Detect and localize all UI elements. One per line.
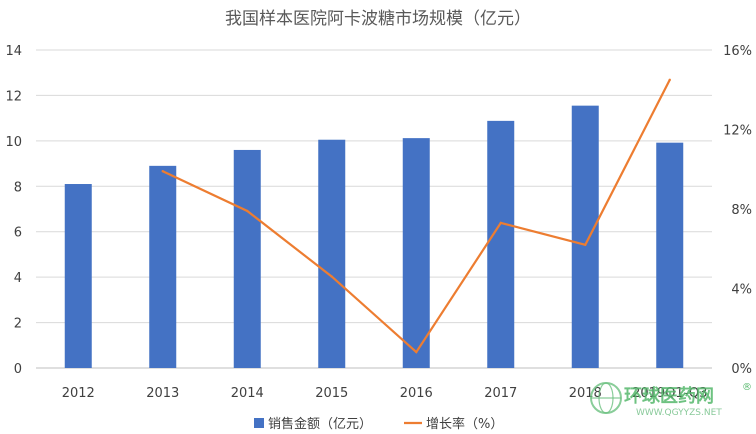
bar-2014 bbox=[233, 149, 261, 368]
legend: 销售金额（亿元） 增长率（%） bbox=[254, 416, 503, 432]
left-tick-label: 12 bbox=[5, 89, 22, 104]
watermark: 环球医药网 WWW.QGYYZS.NET ® bbox=[590, 382, 752, 418]
growth-point-2015 bbox=[330, 275, 333, 278]
x-tick-label: 2015 bbox=[315, 386, 348, 401]
right-axis-ticks: 0% 4% 8% 12% 16% bbox=[723, 44, 752, 377]
watermark-registered-mark: ® bbox=[742, 382, 752, 393]
x-tick-label: 2017 bbox=[484, 386, 517, 401]
grid bbox=[36, 49, 712, 369]
growth-point-2019Q1-Q3 bbox=[668, 78, 671, 82]
left-axis-ticks: 0 2 4 6 8 10 12 14 bbox=[5, 44, 22, 377]
growth-point-2017 bbox=[499, 221, 502, 225]
right-tick-label: 8% bbox=[731, 203, 752, 218]
watermark-url: WWW.QGYYZS.NET bbox=[636, 408, 722, 418]
x-tick-label: 2014 bbox=[231, 386, 264, 401]
line-series bbox=[161, 78, 671, 354]
legend-label-growth: 增长率（%） bbox=[426, 416, 503, 432]
x-tick-label: 2018 bbox=[569, 386, 602, 401]
x-tick-label: 2012 bbox=[62, 386, 95, 401]
chart-title: 我国样本医院阿卡波糖市场规模（亿元） bbox=[225, 9, 531, 29]
x-tick-label: 2016 bbox=[400, 386, 433, 401]
left-tick-label: 6 bbox=[14, 226, 22, 241]
left-tick-label: 4 bbox=[14, 271, 22, 286]
legend-label-sales: 销售金额（亿元） bbox=[268, 416, 372, 432]
x-axis-ticks: 2012 2013 2014 2015 2016 2017 2018 2019Q1-Q3 bbox=[62, 386, 708, 401]
bar-2017 bbox=[487, 120, 515, 369]
left-tick-label: 8 bbox=[14, 180, 22, 195]
right-tick-label: 16% bbox=[723, 44, 752, 59]
x-tick-label: 2013 bbox=[146, 386, 179, 401]
bar-2013 bbox=[149, 165, 177, 368]
bar-2018 bbox=[571, 105, 599, 369]
watermark-text: 环球医药网 bbox=[624, 385, 714, 407]
growth-point-2016 bbox=[415, 350, 418, 354]
bar-2016 bbox=[402, 138, 430, 368]
right-tick-label: 4% bbox=[731, 283, 752, 298]
left-tick-label: 0 bbox=[14, 362, 22, 377]
left-tick-label: 14 bbox=[5, 44, 22, 59]
right-tick-label: 12% bbox=[723, 124, 752, 139]
bar-2015 bbox=[318, 139, 346, 368]
left-tick-label: 2 bbox=[14, 317, 22, 332]
left-tick-label: 10 bbox=[5, 135, 22, 150]
bar-2019Q1-Q3 bbox=[656, 142, 684, 368]
growth-point-2013 bbox=[161, 170, 164, 173]
bar-2012 bbox=[64, 184, 92, 368]
legend-bar-swatch bbox=[254, 418, 264, 428]
right-tick-label: 0% bbox=[731, 362, 752, 377]
x-tick-label: 2019Q1-Q3 bbox=[632, 386, 707, 401]
bar-series bbox=[64, 105, 684, 369]
growth-point-2014 bbox=[246, 209, 249, 213]
growth-point-2018 bbox=[584, 243, 587, 246]
